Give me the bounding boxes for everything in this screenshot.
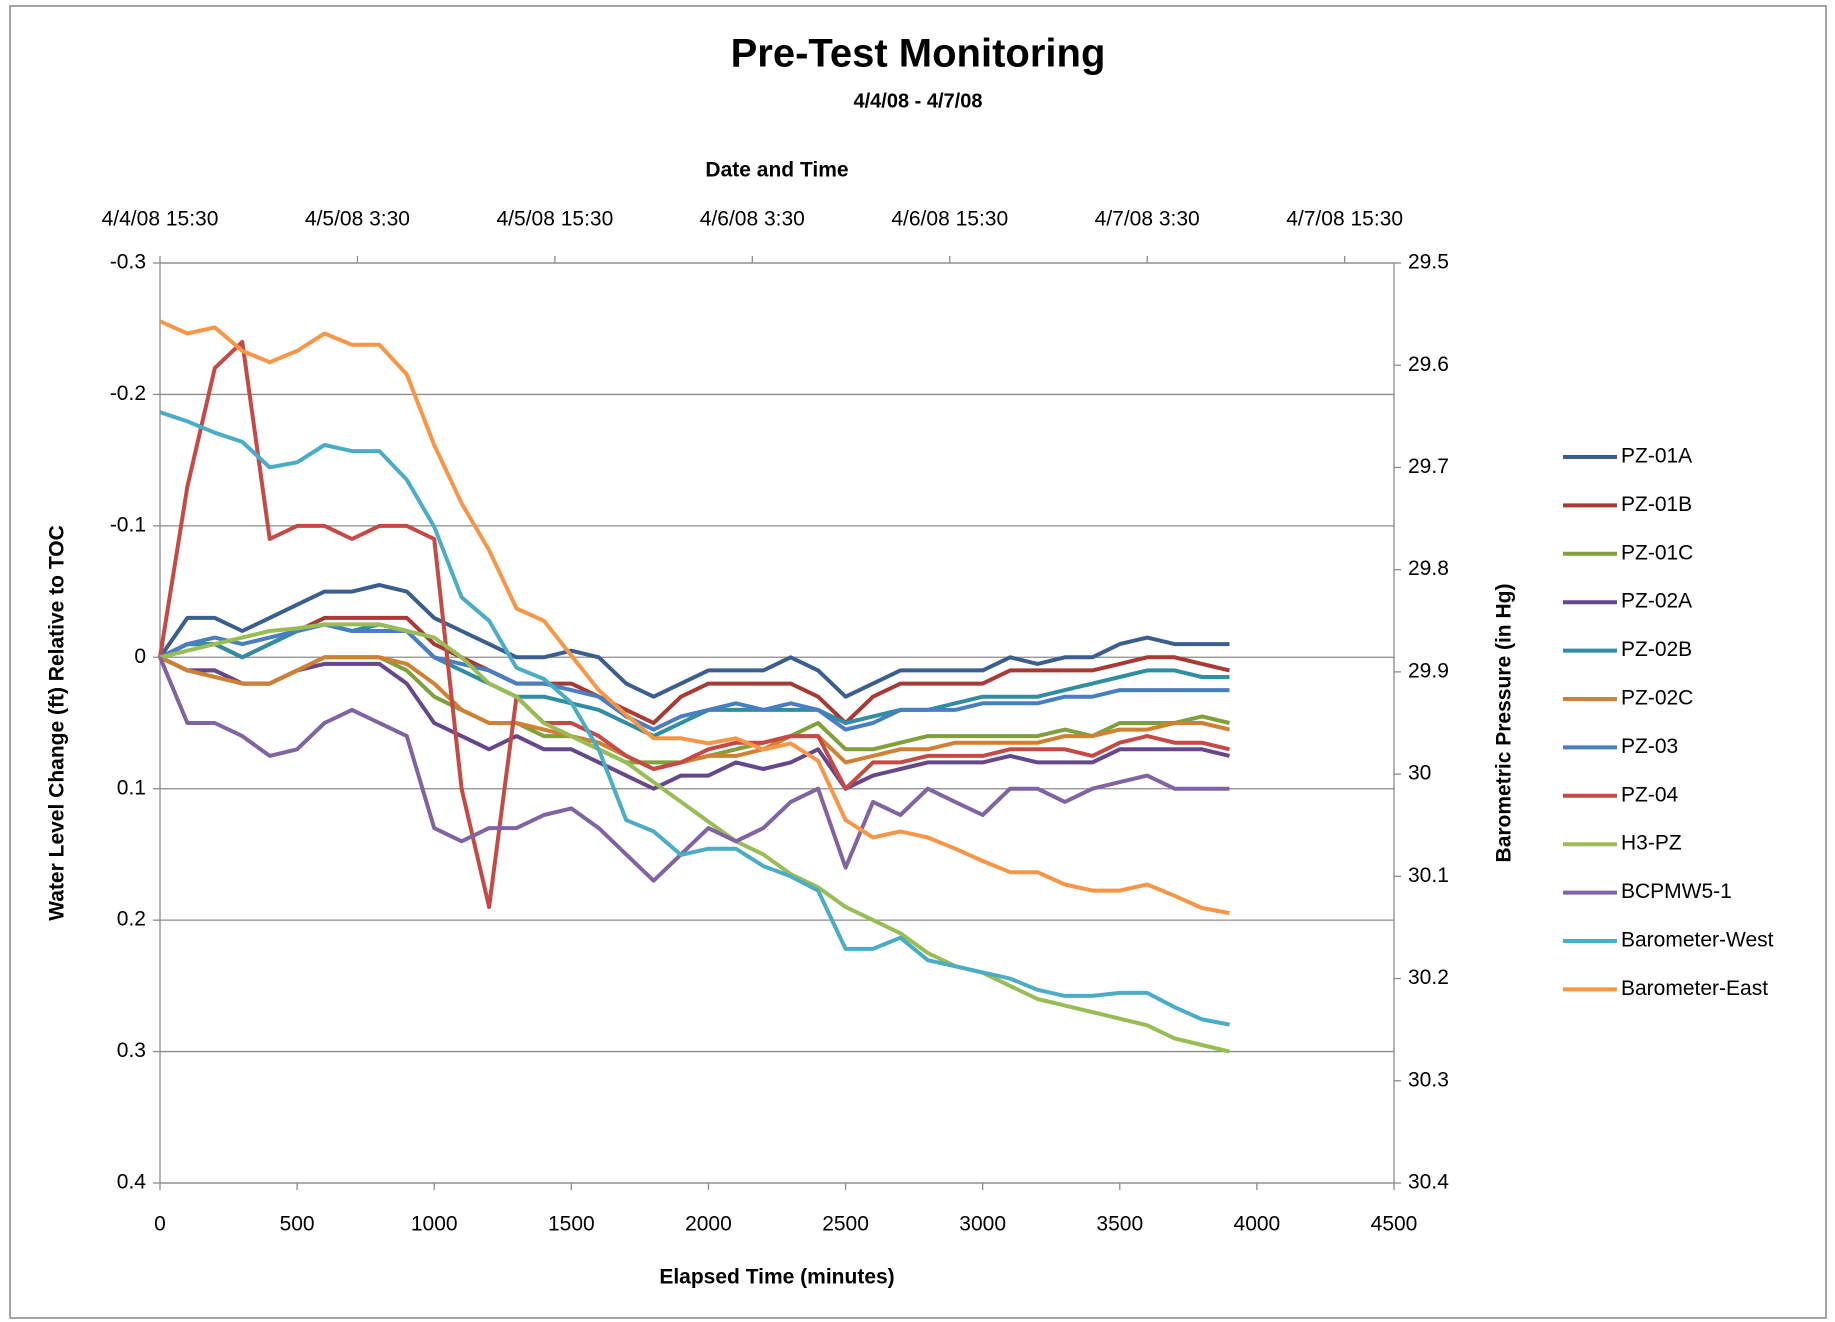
legend-label: BCPMW5-1: [1621, 880, 1732, 903]
series-line: [159, 622, 1230, 1054]
legend-label: PZ-01A: [1621, 445, 1692, 468]
series-line: [159, 410, 1230, 1027]
y2-tick-label: 29.8: [1408, 557, 1449, 580]
y2-tick-label: 30: [1408, 762, 1431, 785]
series-line: [158, 583, 1230, 699]
y-tick-label: 0.1: [117, 776, 146, 799]
y2-tick-label: 29.6: [1408, 353, 1449, 376]
x2-tick-label: 4/6/08 3:30: [700, 208, 805, 231]
chart-frame: [9, 5, 1827, 1319]
y2-tick-label: 29.7: [1408, 455, 1449, 478]
x-tick-label: 500: [280, 1213, 315, 1236]
y-tick-label: -0.1: [110, 513, 146, 536]
legend-label: PZ-02C: [1621, 687, 1693, 710]
chart-title: Pre-Test Monitoring: [731, 32, 1106, 76]
y2-axis-label: Barometric Pressure (in Hg): [1493, 584, 1516, 863]
legend-label: Barometer-West: [1621, 929, 1774, 952]
x-axis-label: Elapsed Time (minutes): [659, 1266, 894, 1289]
legend-label: Barometer-East: [1621, 977, 1768, 1000]
series-line: [159, 622, 1230, 732]
x2-axis-label: Date and Time: [705, 159, 848, 182]
legend-label: H3-PZ: [1621, 832, 1682, 855]
y-axis-label: Water Level Change (ft) Relative to TOC: [46, 525, 69, 921]
x2-tick-label: 4/7/08 15:30: [1286, 208, 1403, 231]
chart-subtitle: 4/4/08 - 4/7/08: [854, 90, 983, 112]
series-line: [159, 615, 1230, 725]
y-tick-label: -0.2: [110, 382, 146, 405]
y2-tick-label: 29.5: [1408, 251, 1449, 274]
y2-tick-label: 30.1: [1408, 864, 1449, 887]
x-tick-label: 1500: [548, 1213, 595, 1236]
x2-tick-label: 4/4/08 15:30: [102, 208, 219, 231]
x-tick-label: 2500: [822, 1213, 869, 1236]
x-tick-label: 4500: [1371, 1213, 1418, 1236]
y-tick-label: 0: [134, 645, 146, 668]
legend-label: PZ-03: [1621, 735, 1678, 758]
x2-tick-label: 4/7/08 3:30: [1095, 208, 1200, 231]
series-line: [159, 655, 1230, 771]
x-tick-label: 3500: [1096, 1213, 1143, 1236]
series-line: [159, 319, 1230, 916]
y-tick-label: 0.2: [117, 908, 146, 931]
y2-tick-label: 29.9: [1408, 659, 1449, 682]
series-line: [158, 656, 1230, 883]
x-tick-label: 0: [154, 1213, 166, 1236]
series-line: [159, 655, 1230, 791]
x2-tick-label: 4/6/08 15:30: [891, 208, 1008, 231]
series-line: [158, 339, 1230, 909]
y2-tick-label: 30.2: [1408, 966, 1449, 989]
legend-label: PZ-02B: [1621, 638, 1692, 661]
legend-label: PZ-02A: [1621, 590, 1692, 613]
y-tick-label: 0.3: [117, 1039, 146, 1062]
x-tick-label: 4000: [1234, 1213, 1281, 1236]
y2-tick-label: 30.3: [1408, 1068, 1449, 1091]
y-tick-label: -0.3: [110, 251, 146, 274]
legend-label: PZ-04: [1621, 783, 1679, 806]
legend-label: PZ-01B: [1621, 493, 1692, 516]
x-tick-label: 1000: [411, 1213, 458, 1236]
legend-label: PZ-01C: [1621, 541, 1693, 564]
x-tick-label: 3000: [959, 1213, 1006, 1236]
x-tick-label: 2000: [685, 1213, 732, 1236]
y-tick-label: 0.4: [117, 1171, 147, 1194]
x2-tick-label: 4/5/08 3:30: [305, 208, 410, 231]
y2-tick-label: 30.4: [1408, 1171, 1449, 1194]
x2-tick-label: 4/5/08 15:30: [496, 208, 613, 231]
